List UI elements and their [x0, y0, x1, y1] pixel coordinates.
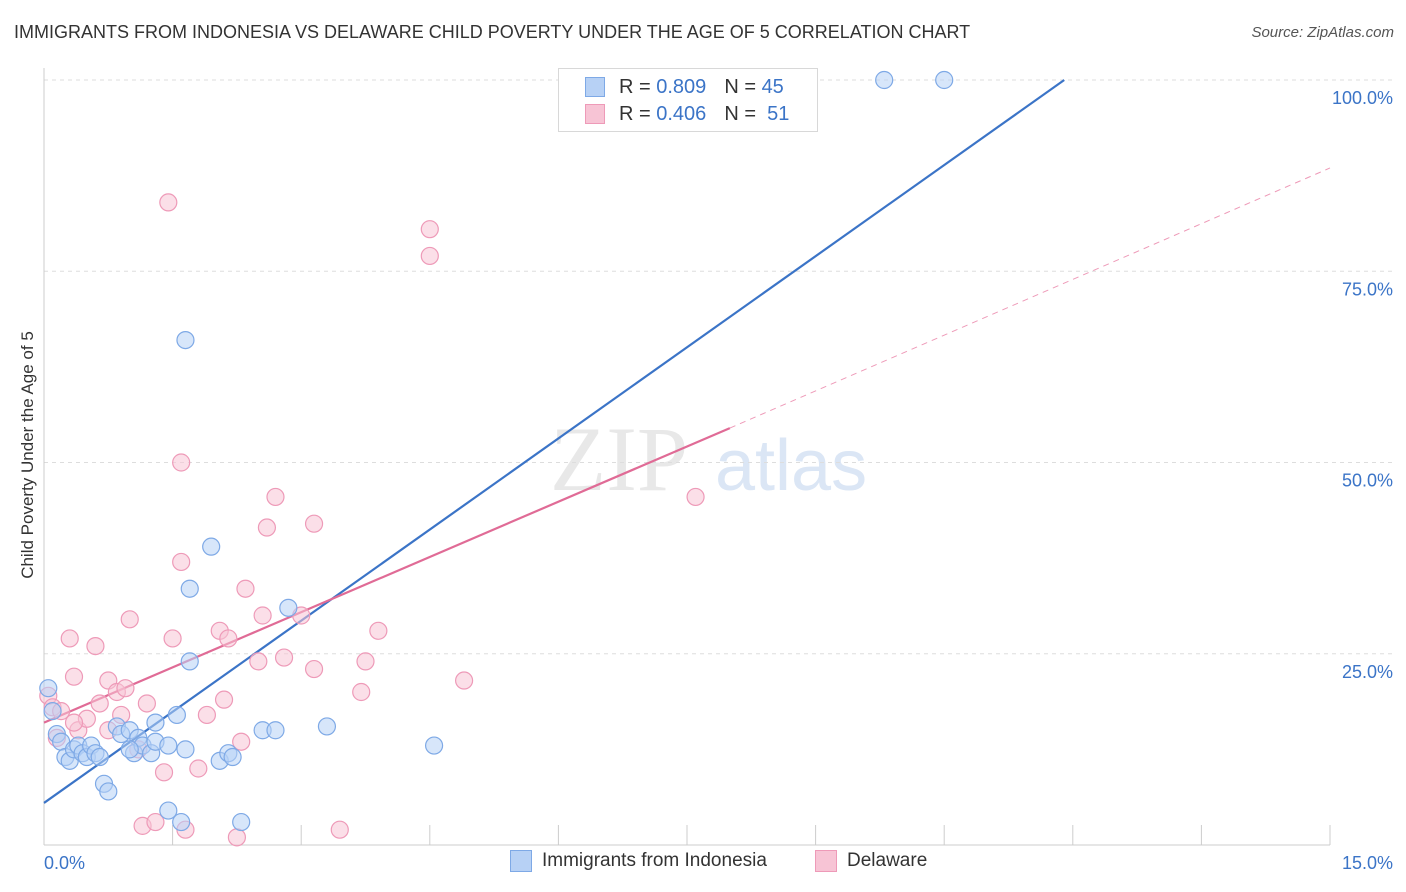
- legend-swatch-pink: [585, 104, 605, 124]
- bottom-legend-label: Immigrants from Indonesia: [542, 850, 767, 871]
- point-delaware: [352, 682, 371, 702]
- source-label: Source: ZipAtlas.com: [1251, 24, 1394, 41]
- point-delaware: [64, 667, 84, 686]
- bottom-legend-label: Delaware: [847, 850, 928, 871]
- point-indonesia: [232, 812, 251, 832]
- point-delaware: [686, 487, 705, 507]
- point-delaware: [330, 820, 349, 839]
- legend-row-indonesia: R = 0.809 N = 45: [585, 75, 784, 99]
- point-delaware: [454, 671, 474, 690]
- tick-labels: 25.0% 50.0% 75.0% 100.0% 0.0% 15.0%: [44, 88, 1393, 873]
- point-delaware: [116, 679, 135, 698]
- y-tick-label: 100.0%: [1332, 88, 1393, 108]
- bottom-legend-indonesia: Immigrants from Indonesia: [510, 850, 767, 872]
- point-delaware: [154, 763, 174, 782]
- point-delaware: [172, 552, 191, 572]
- point-delaware: [257, 518, 277, 537]
- bottom-legend-delaware: Delaware: [815, 850, 927, 872]
- point-delaware: [420, 220, 439, 239]
- legend-n-value: 45: [761, 75, 784, 98]
- point-delaware: [420, 246, 439, 266]
- point-delaware: [146, 812, 165, 832]
- point-delaware: [369, 621, 388, 640]
- point-delaware: [86, 636, 105, 656]
- legend-r-label: R =: [619, 102, 651, 125]
- point-indonesia: [90, 747, 109, 767]
- point-delaware: [163, 629, 182, 648]
- point-delaware: [219, 629, 238, 648]
- legend-r-value: 0.809: [656, 75, 707, 98]
- legend-n-label: N =: [724, 102, 756, 125]
- point-indonesia: [875, 70, 894, 90]
- correlation-legend: R = 0.809 N = 45 R = 0.406 N = 51: [558, 68, 818, 132]
- data-points: [39, 70, 954, 847]
- point-indonesia: [99, 782, 118, 801]
- point-delaware: [249, 652, 268, 671]
- point-indonesia: [39, 679, 58, 698]
- point-indonesia: [146, 713, 165, 732]
- x-tick-label: 0.0%: [44, 853, 85, 873]
- legend-n-label: N =: [724, 75, 756, 98]
- point-delaware: [227, 828, 246, 847]
- point-indonesia: [159, 801, 178, 820]
- point-delaware: [60, 629, 79, 648]
- axes: [43, 68, 1331, 846]
- point-delaware: [214, 690, 234, 709]
- point-indonesia: [176, 331, 195, 350]
- point-delaware: [64, 713, 84, 732]
- bottom-legend-swatch-blue: [510, 850, 532, 872]
- point-delaware: [232, 732, 251, 751]
- point-delaware: [172, 453, 191, 472]
- legend-swatch-blue: [585, 77, 605, 97]
- point-delaware: [159, 193, 178, 212]
- point-delaware: [304, 659, 324, 679]
- point-indonesia: [935, 70, 954, 90]
- point-delaware: [137, 694, 156, 713]
- point-delaware: [189, 759, 208, 778]
- watermark-zip: ZIP: [550, 408, 688, 510]
- trend-line-delaware-extension: [729, 167, 1331, 429]
- point-indonesia: [120, 740, 139, 759]
- point-indonesia: [424, 736, 444, 755]
- point-indonesia: [180, 652, 199, 671]
- point-indonesia: [223, 747, 242, 767]
- point-delaware: [304, 514, 324, 533]
- point-delaware: [253, 606, 272, 625]
- legend-row-delaware: R = 0.406 N = 51: [585, 102, 789, 126]
- point-indonesia: [266, 721, 285, 740]
- point-indonesia: [43, 702, 62, 721]
- point-indonesia: [167, 705, 186, 725]
- chart-title: IMMIGRANTS FROM INDONESIA VS DELAWARE CH…: [14, 22, 971, 42]
- point-indonesia: [176, 740, 195, 759]
- point-indonesia: [180, 579, 199, 598]
- bottom-legend-swatch-pink: [815, 850, 837, 872]
- point-indonesia: [202, 537, 221, 556]
- point-delaware: [356, 652, 375, 671]
- trend-line-delaware: [43, 427, 731, 724]
- point-delaware: [274, 648, 294, 667]
- y-tick-label: 50.0%: [1342, 471, 1393, 491]
- trend-line-indonesia: [43, 79, 1065, 804]
- point-delaware: [90, 694, 109, 713]
- y-axis-label: Child Poverty Under the Age of 5: [18, 331, 37, 579]
- watermark: ZIP atlas: [550, 408, 867, 510]
- y-tick-label: 25.0%: [1342, 662, 1393, 682]
- watermark-atlas: atlas: [715, 426, 867, 506]
- legend-r-label: R =: [619, 75, 651, 98]
- x-tick-label: 15.0%: [1342, 853, 1393, 873]
- y-tick-label: 75.0%: [1342, 279, 1393, 299]
- point-indonesia: [172, 812, 191, 832]
- gridlines: [44, 79, 1395, 655]
- trend-lines: [43, 79, 1331, 804]
- point-indonesia: [279, 598, 298, 617]
- point-delaware: [120, 610, 139, 629]
- point-delaware: [197, 705, 216, 725]
- point-indonesia: [317, 717, 337, 736]
- legend-r-value: 0.406: [656, 102, 707, 125]
- point-indonesia: [159, 736, 178, 755]
- legend-n-value: 51: [767, 102, 790, 125]
- point-delaware: [236, 579, 255, 598]
- point-delaware: [266, 487, 285, 507]
